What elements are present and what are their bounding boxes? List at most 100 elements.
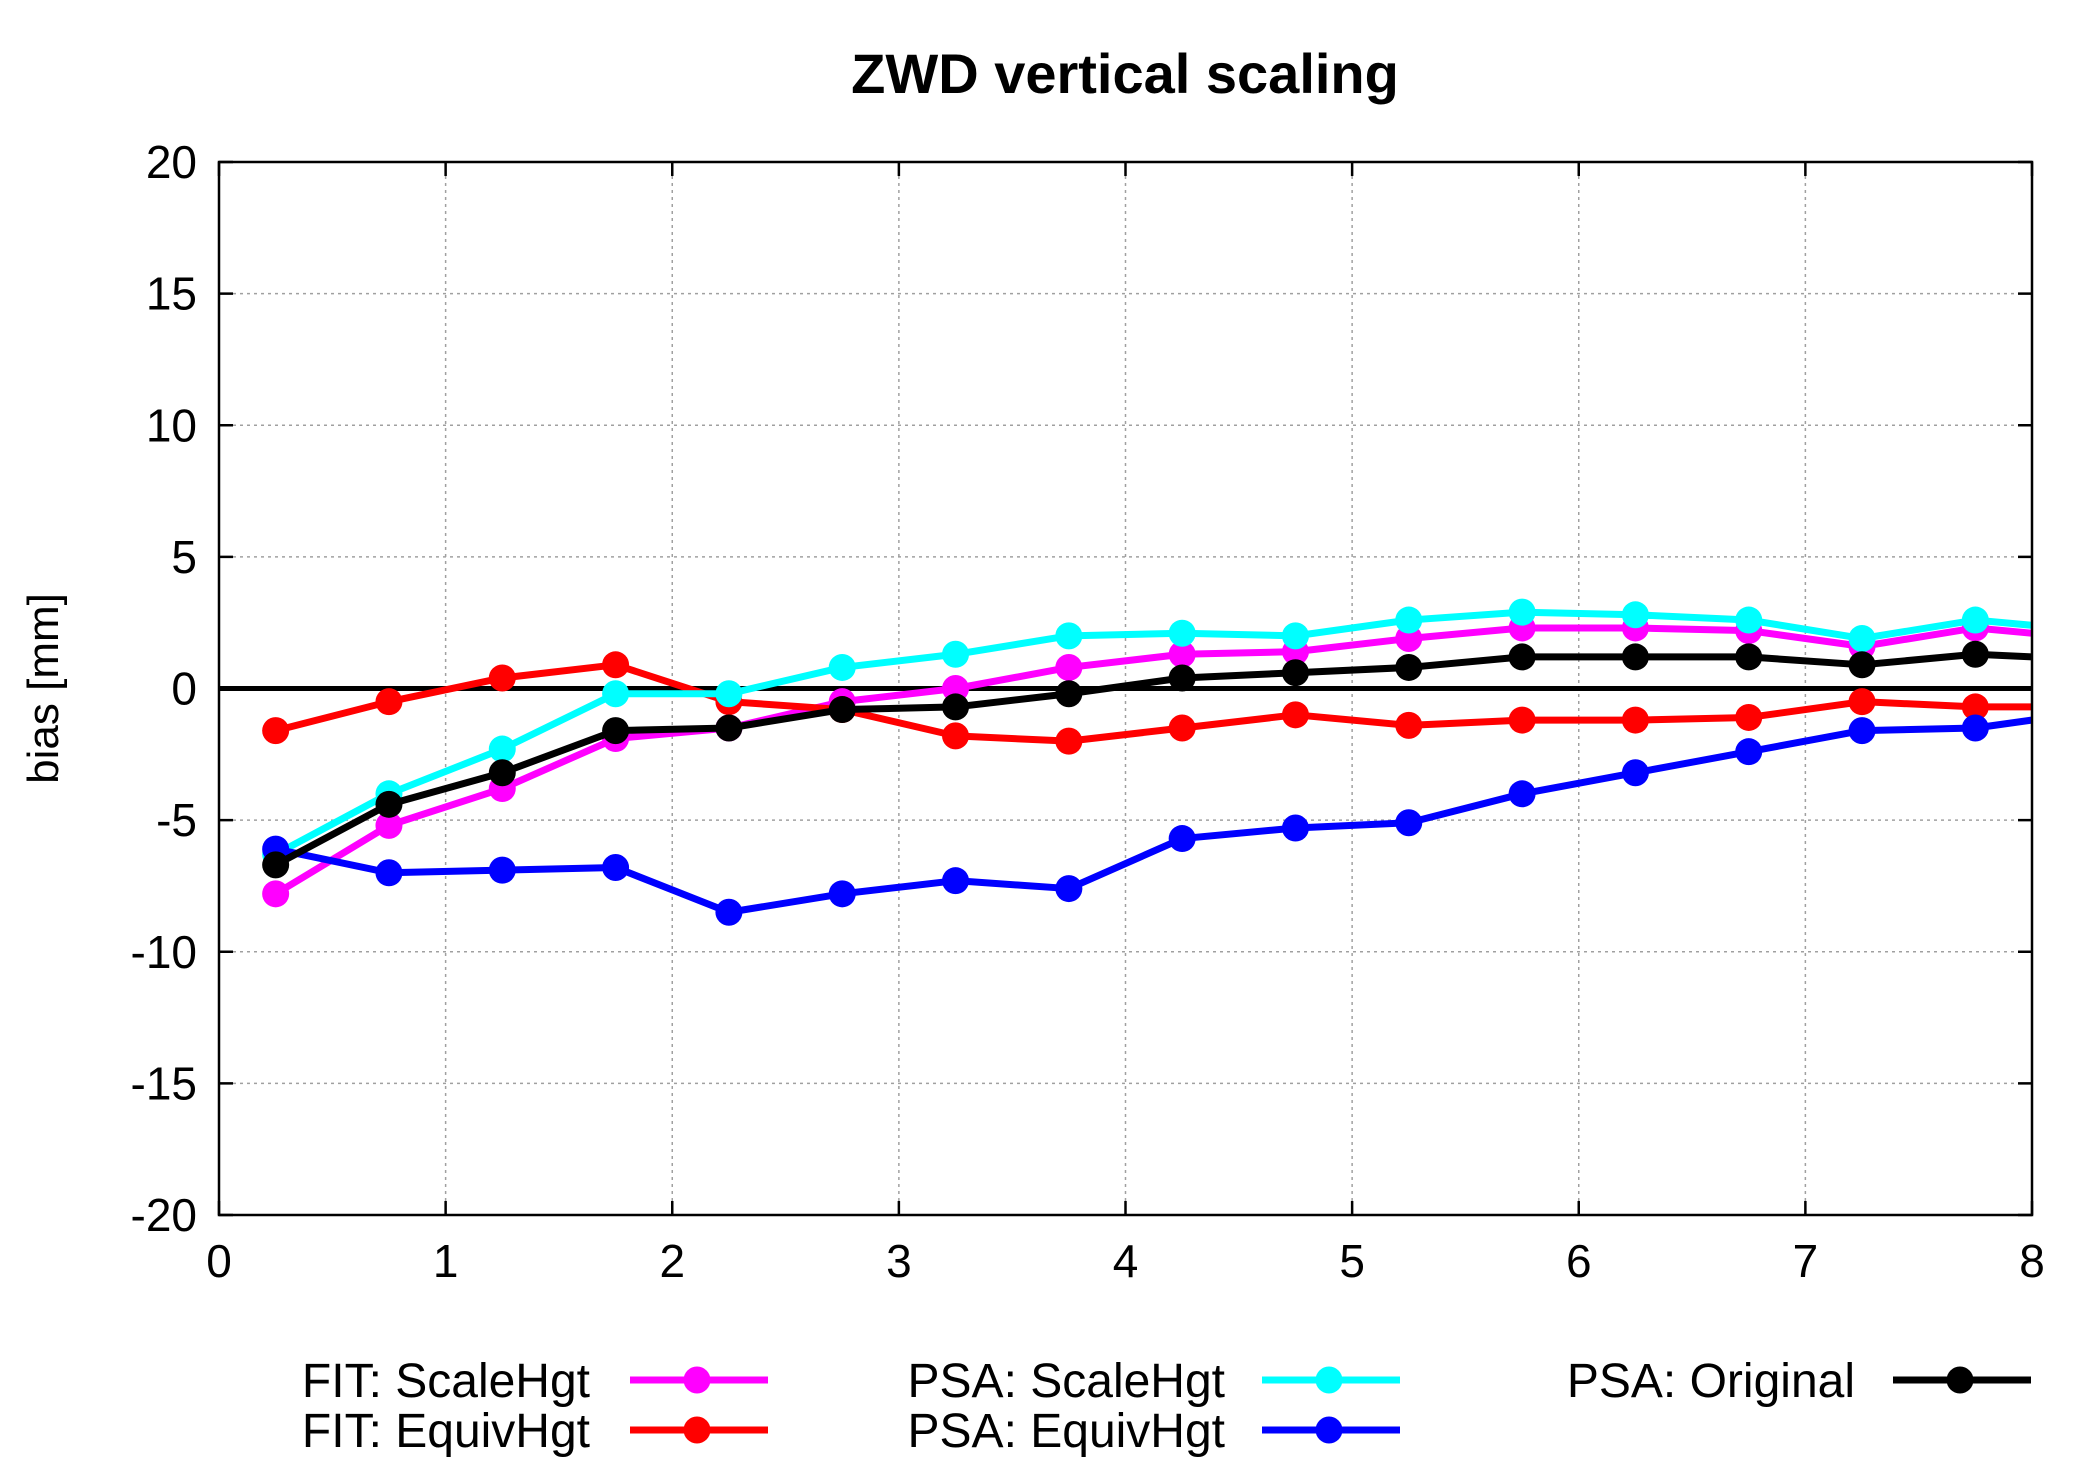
y-tick-label: 15: [146, 268, 197, 320]
data-point-fit-equivhgt: [1621, 706, 1649, 734]
y-tick-label: -10: [131, 926, 197, 978]
legend-label-fit-equivhgt: FIT: EquivHgt: [302, 1405, 590, 1458]
data-point-psa-equivhgt: [1961, 714, 1989, 742]
data-point-psa-original: [488, 759, 516, 787]
data-point-psa-equivhgt: [1395, 809, 1423, 837]
x-tick-label: 7: [1793, 1235, 1819, 1287]
data-point-psa-scalehgt: [1621, 601, 1649, 629]
data-point-psa-original: [715, 714, 743, 742]
data-point-psa-scalehgt: [488, 735, 516, 763]
data-point-psa-scalehgt: [2075, 617, 2100, 644]
data-point-fit-equivhgt: [1508, 706, 1536, 734]
legend-marker-psa-equivhgt: [1315, 1416, 1343, 1444]
data-point-psa-equivhgt: [1281, 814, 1309, 842]
data-point-psa-equivhgt: [488, 856, 516, 884]
data-point-psa-original: [1621, 643, 1649, 671]
x-tick-label: 2: [659, 1235, 685, 1287]
data-point-fit-equivhgt: [1395, 711, 1423, 739]
data-point-fit-equivhgt: [942, 722, 970, 750]
x-tick-label: 0: [206, 1235, 232, 1287]
data-point-fit-scalehgt: [1055, 653, 1083, 681]
data-point-psa-scalehgt: [1848, 624, 1876, 652]
legend-label-fit-scalehgt: FIT: ScaleHgt: [302, 1355, 590, 1408]
data-point-psa-equivhgt: [375, 859, 403, 887]
data-point-psa-original: [375, 790, 403, 818]
data-point-psa-original: [1848, 651, 1876, 679]
data-point-psa-equivhgt: [1055, 875, 1083, 903]
x-tick-label: 4: [1113, 1235, 1139, 1287]
series-line-psa-equivhgt: [274, 716, 2032, 916]
data-point-psa-equivhgt: [828, 880, 856, 908]
data-point-fit-equivhgt: [1735, 703, 1763, 731]
data-point-psa-scalehgt: [715, 680, 743, 708]
x-tick-label: 5: [1339, 1235, 1365, 1287]
series-psa-original: [262, 640, 2032, 879]
y-tick-label: -15: [131, 1057, 197, 1109]
legend-marker-fit-equivhgt: [683, 1416, 711, 1444]
series-layer: [262, 598, 2100, 926]
data-point-fit-scalehgt: [2075, 625, 2100, 652]
data-point-psa-scalehgt: [1168, 619, 1196, 647]
data-point-fit-equivhgt: [375, 688, 403, 716]
series-psa-equivhgt: [262, 699, 2100, 926]
data-point-fit-equivhgt: [1055, 727, 1083, 755]
data-point-psa-equivhgt: [1508, 780, 1536, 808]
data-point-fit-equivhgt: [1281, 701, 1309, 729]
data-point-psa-scalehgt: [602, 680, 630, 708]
data-point-fit-equivhgt: [1848, 688, 1876, 716]
data-point-psa-equivhgt: [602, 854, 630, 882]
data-point-psa-original: [1055, 680, 1083, 708]
y-tick-label: 5: [171, 531, 197, 583]
legend-label-psa-original: PSA: Original: [1567, 1355, 1855, 1408]
data-point-fit-scalehgt: [262, 880, 290, 908]
data-point-psa-original: [1168, 664, 1196, 692]
data-point-psa-original: [1281, 659, 1309, 687]
legend-label-psa-equivhgt: PSA: EquivHgt: [908, 1405, 1225, 1458]
tick-layer: 0 1 2 3 4 5 6 7 8 -20 -15 -10 -5 0 5 10 15 20: [131, 136, 2045, 1287]
data-point-psa-scalehgt: [828, 653, 856, 681]
data-point-fit-equivhgt: [2075, 693, 2100, 720]
data-point-psa-original: [1395, 653, 1423, 681]
data-point-psa-equivhgt: [1848, 717, 1876, 745]
data-point-psa-original: [602, 717, 630, 745]
series-fit-equivhgt: [262, 651, 2100, 755]
y-tick-label: 20: [146, 136, 197, 188]
series-psa-scalehgt: [262, 598, 2100, 868]
y-tick-label: 0: [171, 663, 197, 715]
data-point-psa-scalehgt: [1055, 622, 1083, 650]
data-point-fit-equivhgt: [262, 717, 290, 745]
data-point-psa-equivhgt: [715, 898, 743, 926]
data-point-psa-original: [262, 851, 290, 879]
y-tick-label: 10: [146, 399, 197, 451]
data-point-psa-scalehgt: [1961, 606, 1989, 634]
data-point-psa-equivhgt: [2075, 699, 2100, 726]
data-point-fit-equivhgt: [602, 651, 630, 679]
data-point-fit-scalehgt: [1168, 640, 1196, 668]
data-point-psa-scalehgt: [1281, 622, 1309, 650]
y-tick-label: -5: [156, 794, 197, 846]
data-point-psa-scalehgt: [1395, 606, 1423, 634]
y-tick-label: -20: [131, 1189, 197, 1241]
legend-marker-fit-scalehgt: [683, 1366, 711, 1394]
x-tick-label: 3: [886, 1235, 912, 1287]
data-point-psa-original: [942, 693, 970, 721]
data-point-psa-original: [1508, 643, 1536, 671]
data-point-psa-original: [828, 696, 856, 724]
data-point-psa-scalehgt: [942, 640, 970, 668]
x-tick-label: 6: [1566, 1235, 1592, 1287]
data-point-psa-equivhgt: [1621, 759, 1649, 787]
x-tick-label: 1: [433, 1235, 459, 1287]
data-point-psa-original: [1735, 643, 1763, 671]
data-point-psa-equivhgt: [1735, 738, 1763, 766]
data-point-psa-original: [1961, 640, 1989, 668]
data-point-psa-equivhgt: [942, 867, 970, 895]
x-tick-label: 8: [2019, 1235, 2045, 1287]
data-point-fit-scalehgt: [375, 811, 403, 839]
legend-marker-psa-scalehgt: [1315, 1366, 1343, 1394]
data-point-fit-equivhgt: [488, 664, 516, 692]
chart-title: ZWD vertical scaling: [851, 42, 1399, 105]
legend-marker-psa-original: [1946, 1366, 1974, 1394]
y-axis-label: bias [mm]: [19, 593, 68, 784]
